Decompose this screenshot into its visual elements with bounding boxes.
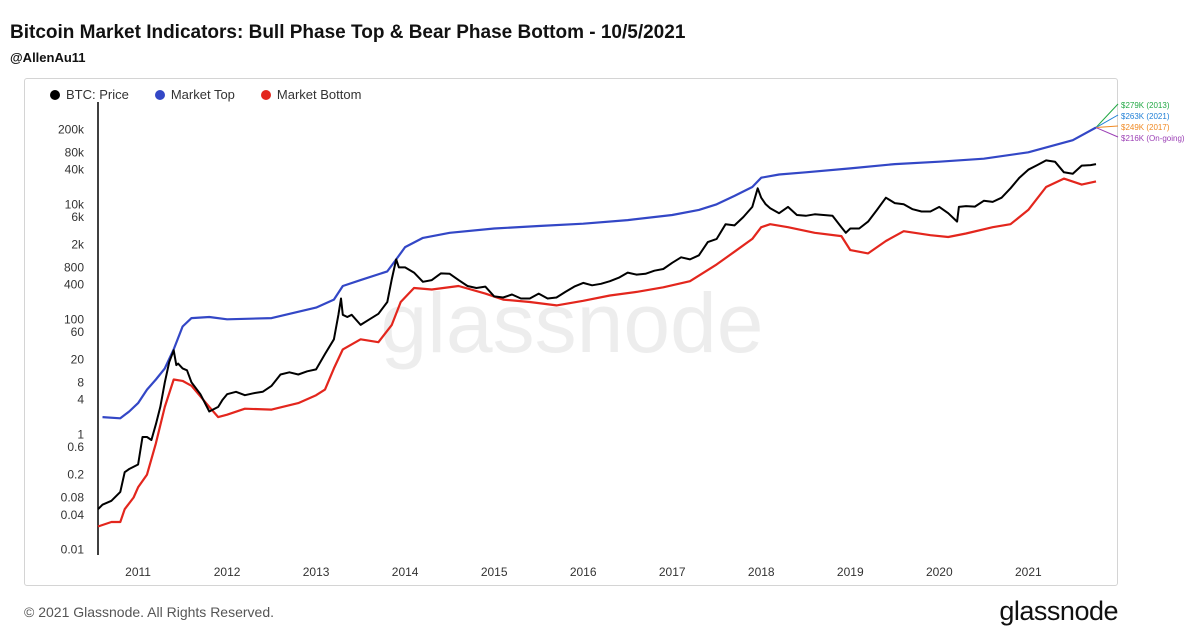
chart-title: Bitcoin Market Indicators: Bull Phase To… [10, 22, 686, 43]
y-tick-label: 0.2 [67, 468, 84, 482]
y-tick-label: 6k [71, 210, 85, 224]
y-tick-label: 2k [71, 237, 85, 251]
legend-swatch [50, 89, 60, 100]
y-tick-label: 0.04 [61, 508, 85, 522]
y-tick-label: 20 [71, 353, 85, 367]
series-line-market-top [102, 126, 1097, 420]
x-tick-label: 2021 [1015, 565, 1042, 579]
y-tick-label: 10k [65, 197, 85, 211]
brand-logo[interactable]: glassnode [999, 596, 1118, 626]
y-tick-label: 0.6 [67, 440, 84, 454]
x-tick-label: 2012 [214, 565, 241, 579]
y-tick-label: 400 [64, 278, 84, 292]
projection-label: $279K (2013) [1121, 101, 1170, 110]
projection-labels: $279K (2013) $263K (2021) $249K (2017) $216… [1121, 100, 1185, 144]
y-tick-label: 0.08 [61, 490, 85, 504]
y-tick-label: 80k [65, 145, 85, 159]
y-tick-label: 40k [65, 163, 85, 177]
x-tick-label: 2013 [303, 565, 330, 579]
legend-item[interactable]: BTC: Price [50, 87, 129, 102]
chart-legend: BTC: Price Market Top Market Bottom [50, 87, 387, 102]
projection-tail-line [1095, 114, 1119, 128]
y-tick-label: 8 [77, 375, 84, 389]
chart-subtitle: @AllenAu11 [10, 50, 86, 65]
x-tick-label: 2014 [392, 565, 419, 579]
x-tick-label: 2015 [481, 565, 508, 579]
x-tick-label: 2016 [570, 565, 597, 579]
legend-label: Market Bottom [276, 87, 362, 102]
projection-label: $249K (2017) [1121, 123, 1170, 132]
y-tick-label: 800 [64, 260, 84, 274]
y-tick-label: 200k [58, 122, 85, 136]
legend-label: BTC: Price [66, 87, 129, 102]
legend-item[interactable]: Market Top [154, 87, 235, 102]
y-tick-label: 0.01 [61, 542, 85, 556]
y-tick-label: 4 [77, 393, 84, 407]
copyright-text: © 2021 Glassnode. All Rights Reserved. [24, 604, 275, 620]
y-tick-label: 60 [71, 325, 85, 339]
legend-swatch [260, 89, 271, 100]
projection-label: $216K (On-going) [1121, 134, 1185, 143]
legend-item[interactable]: Market Bottom [260, 87, 362, 102]
x-tick-label: 2011 [125, 565, 151, 579]
y-tick-label: 1 [77, 427, 84, 441]
x-tick-label: 2020 [926, 565, 953, 579]
projection-tail-line [1095, 127, 1119, 138]
x-tick-label: 2017 [659, 565, 686, 579]
x-tick-label: 2018 [748, 565, 775, 579]
legend-label: Market Top [170, 87, 235, 102]
series-line-btc-price [97, 159, 1097, 510]
legend-swatch [154, 89, 165, 100]
projection-label: $263K (2021) [1121, 112, 1170, 121]
x-tick-label: 2019 [837, 565, 864, 579]
projection-tail-line [1095, 103, 1119, 128]
y-tick-label: 100 [64, 312, 84, 326]
watermark-text: glassnode [381, 276, 764, 370]
projection-tail-line [1095, 125, 1119, 129]
